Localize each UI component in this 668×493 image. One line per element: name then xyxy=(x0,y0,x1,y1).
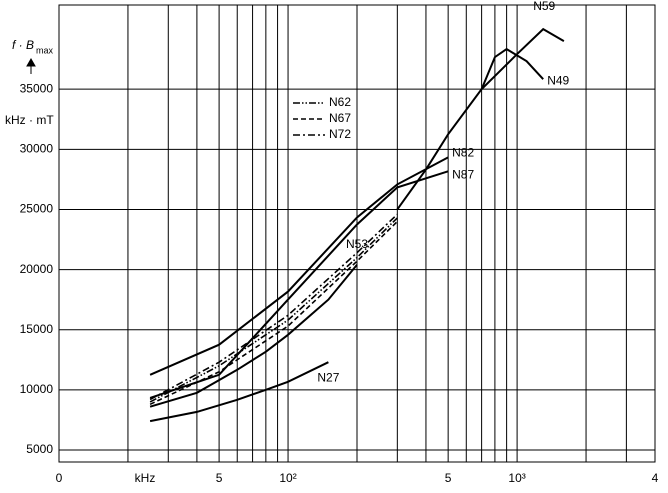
arrow xyxy=(26,57,36,74)
line xyxy=(149,217,398,403)
y-axis-label-sub: max xyxy=(36,45,54,55)
legend-label: N72 xyxy=(329,127,351,141)
line xyxy=(149,170,449,399)
line xyxy=(149,220,398,406)
x-tick-label: 10² xyxy=(279,471,296,485)
curve-label: N49 xyxy=(547,73,569,87)
line xyxy=(149,264,358,408)
line xyxy=(149,361,329,423)
y-tick-label: 5000 xyxy=(26,442,53,456)
y-tick-label: 35000 xyxy=(20,81,54,95)
legend-label: N67 xyxy=(329,111,351,125)
line xyxy=(480,47,544,90)
y-axis-unit: kHz · mT xyxy=(5,113,54,127)
curve-label: N53 xyxy=(346,237,368,251)
x-tick-label: 5 xyxy=(445,471,452,485)
line xyxy=(396,27,565,210)
plot-frame xyxy=(58,4,656,463)
y-tick-label: 20000 xyxy=(20,262,54,276)
legend-label: N62 xyxy=(329,95,351,109)
x-tick-label: 10³ xyxy=(508,471,525,485)
x-tick-label: 5 xyxy=(216,471,223,485)
curve-label: N82 xyxy=(452,146,474,160)
curve-label: N87 xyxy=(452,167,474,181)
y-tick-label: 15000 xyxy=(20,322,54,336)
line xyxy=(149,213,398,401)
x-tick-label: 4 xyxy=(652,471,659,485)
y-tick-label: 30000 xyxy=(20,141,54,155)
curve-label: N59 xyxy=(533,0,555,13)
x-tick-label: 0 xyxy=(56,471,63,485)
y-tick-label: 25000 xyxy=(20,202,54,216)
y-tick-label: 10000 xyxy=(20,382,54,396)
x-axis-label: kHz xyxy=(135,471,156,485)
curve-label: N27 xyxy=(317,370,339,384)
line xyxy=(149,156,449,376)
y-axis-label: f · B xyxy=(12,38,34,52)
